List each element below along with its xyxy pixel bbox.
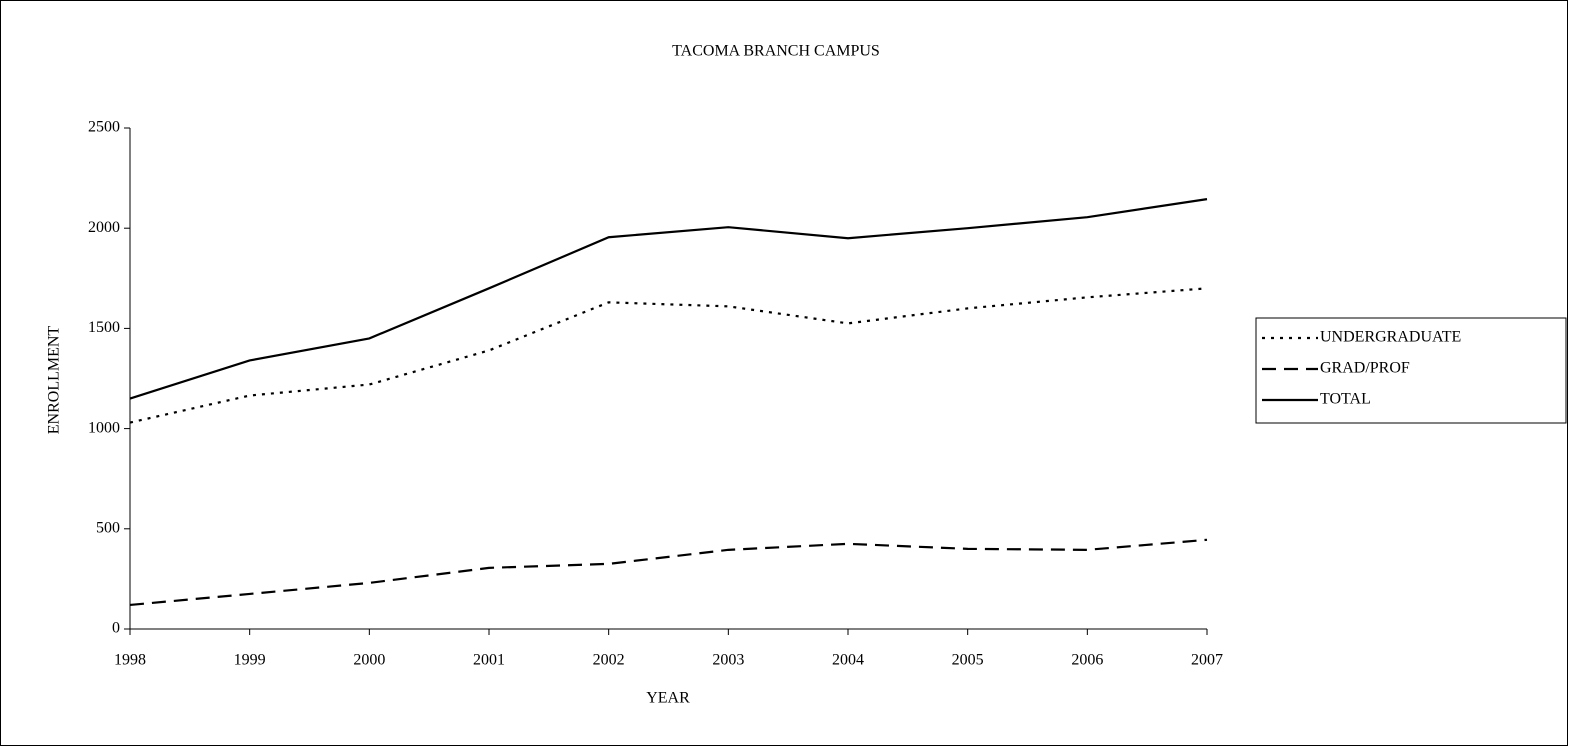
legend-label: TOTAL <box>1320 391 1371 408</box>
y-tick-label: 1500 <box>88 319 120 336</box>
x-tick-label: 2000 <box>353 652 385 669</box>
x-tick-label: 2003 <box>712 652 744 669</box>
legend-label: GRAD/PROF <box>1320 360 1410 377</box>
x-tick-label: 2006 <box>1071 652 1103 669</box>
x-tick-label: 1999 <box>234 652 266 669</box>
series-line <box>129 287 1208 424</box>
x-tick-label: 2007 <box>1191 652 1223 669</box>
x-tick-label: 2004 <box>832 652 864 669</box>
y-tick-label: 2000 <box>88 219 120 236</box>
y-axis-label: ENROLLMENT <box>46 326 63 435</box>
legend-label: UNDERGRADUATE <box>1320 329 1461 346</box>
y-tick-label: 0 <box>112 620 120 637</box>
x-axis-label: YEAR <box>646 690 690 707</box>
x-tick-label: 2001 <box>473 652 505 669</box>
series-line <box>129 538 1208 607</box>
x-tick-label: 2002 <box>593 652 625 669</box>
y-tick-label: 2500 <box>88 119 120 136</box>
x-tick-label: 2005 <box>952 652 984 669</box>
y-tick-label: 1000 <box>88 419 120 436</box>
legend-box <box>1255 317 1567 424</box>
y-tick-label: 500 <box>96 519 120 536</box>
x-tick-label: 1998 <box>114 652 146 669</box>
chart-title: TACOMA BRANCH CAMPUS <box>672 43 880 60</box>
series-line <box>129 198 1208 400</box>
